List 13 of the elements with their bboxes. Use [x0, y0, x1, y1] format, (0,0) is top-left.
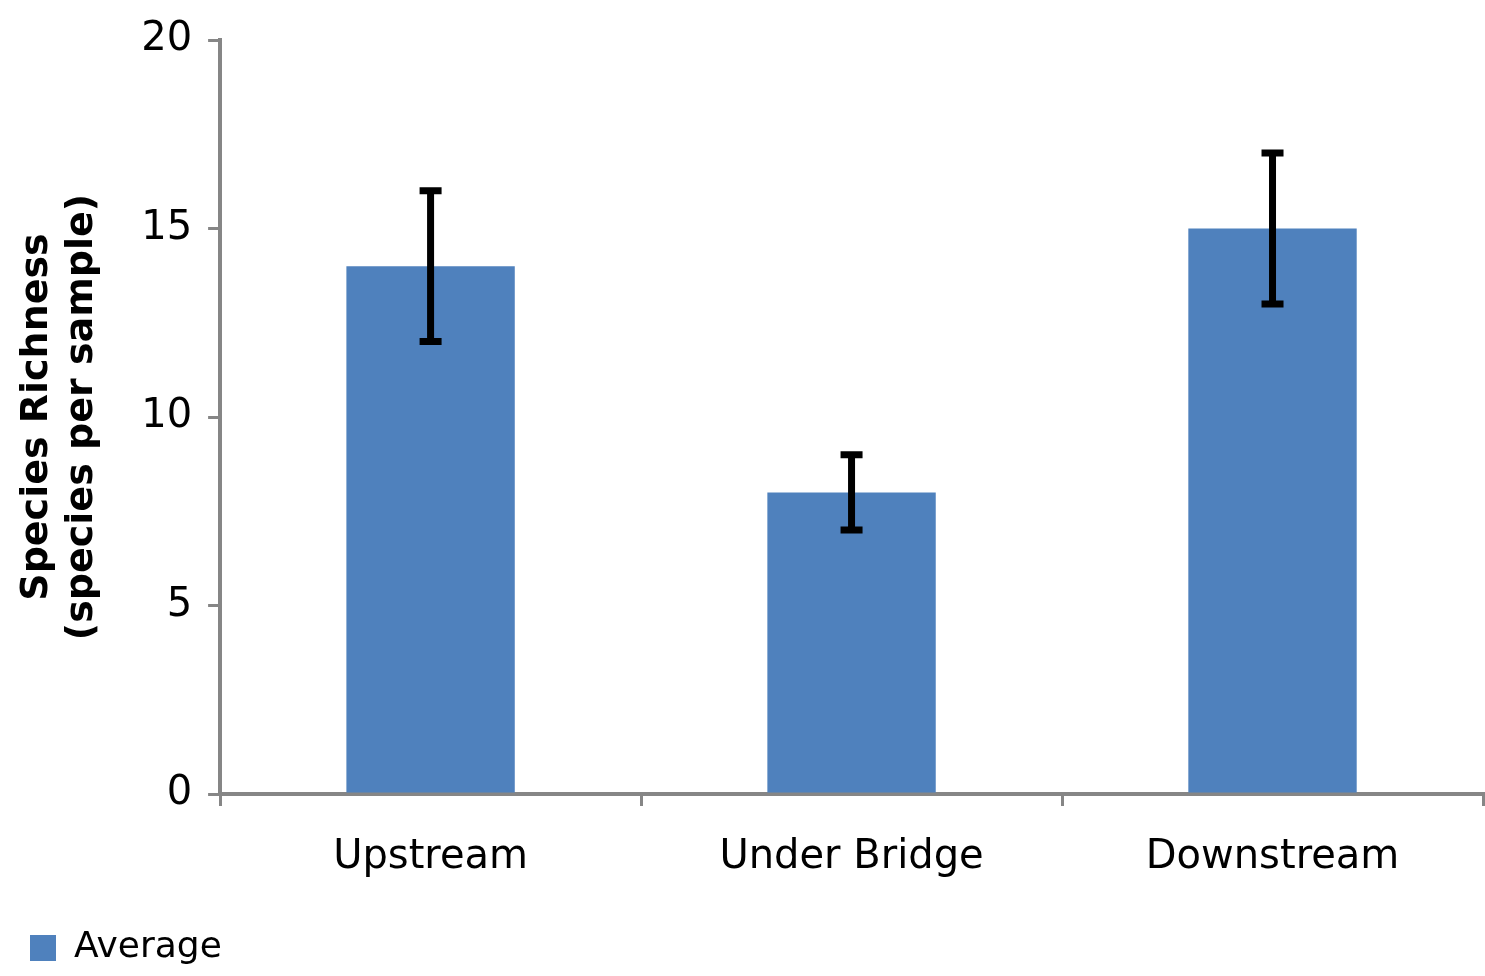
y-axis-title: Species Richness (species per sample) [11, 193, 102, 641]
y-tick-label: 10 [141, 390, 193, 437]
bar [346, 266, 515, 793]
x-tick-label: Upstream [333, 831, 528, 878]
bar [1188, 228, 1357, 793]
y-tick-label: 15 [141, 201, 193, 248]
y-tick-label: 20 [141, 13, 193, 60]
y-tick-label: 5 [166, 578, 193, 625]
y-tick-label: 0 [166, 767, 193, 814]
x-tick-label: Downstream [1145, 831, 1400, 878]
bar [767, 492, 936, 793]
legend-label: Average [74, 924, 222, 966]
x-tick-label: Under Bridge [719, 831, 984, 878]
